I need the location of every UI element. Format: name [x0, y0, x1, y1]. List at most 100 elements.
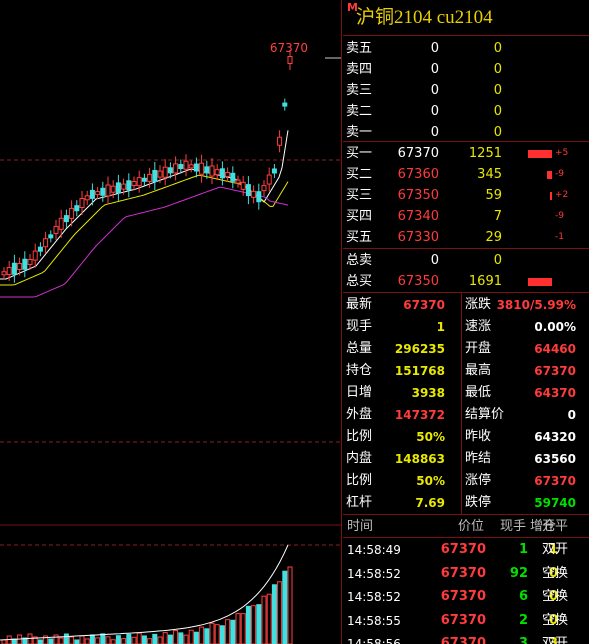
trade-cell: 14:58:49 — [347, 543, 401, 557]
stat-value: 67370 — [534, 474, 576, 488]
stat-value: 64320 — [534, 430, 576, 444]
stat-value: 50% — [416, 474, 445, 488]
volume-bar — [157, 636, 163, 644]
volume-bar — [43, 635, 49, 644]
ask-volume: 0 — [493, 62, 502, 77]
stat-label: 持仓 — [346, 363, 373, 378]
candle-body — [74, 205, 80, 212]
separator — [343, 537, 589, 538]
volume-bar — [167, 634, 173, 644]
bid-change: -9 — [555, 211, 564, 221]
bid-price: 67360 — [397, 167, 439, 182]
bid-label: 买二 — [346, 167, 373, 182]
volume-bar — [219, 625, 225, 644]
volume-bar — [58, 637, 64, 644]
candle-body — [27, 259, 33, 265]
ask-price: 0 — [430, 83, 439, 98]
trade-cell: 67370 — [440, 542, 486, 557]
candle-body — [199, 162, 205, 175]
candle-body — [32, 250, 38, 261]
ma-line — [0, 186, 289, 298]
ask-volume: 0 — [493, 125, 502, 140]
bid-label: 买一 — [346, 146, 373, 161]
candle-body — [58, 217, 64, 230]
volume-bar — [282, 570, 288, 644]
volume-bar — [183, 634, 189, 644]
stat-label: 比例 — [346, 429, 373, 444]
candle-body — [209, 165, 215, 177]
stat-label: 杠杆 — [346, 495, 373, 510]
trade-cell: 14:58:56 — [347, 637, 401, 644]
candle-body — [219, 168, 225, 179]
bid-label: 买五 — [346, 230, 373, 245]
candle-body — [271, 168, 277, 174]
bid-label: 买四 — [346, 209, 373, 224]
high-label: 67370 — [270, 41, 308, 55]
candle-body — [100, 187, 106, 196]
separator — [343, 292, 589, 293]
stat-value: 151768 — [394, 364, 445, 378]
bid-volume: 29 — [485, 230, 502, 245]
bid-price: 67350 — [397, 188, 439, 203]
stat-label: 现手 — [346, 319, 373, 334]
volume-bar — [136, 632, 142, 644]
candle-body — [105, 184, 111, 197]
total-label: 总卖 — [346, 253, 373, 268]
trade-cell: 14:58:55 — [347, 613, 401, 628]
trade-cell: 空换 — [542, 589, 569, 604]
volume-bar — [287, 566, 293, 644]
candle-body — [266, 174, 272, 185]
bid-price: 67370 — [397, 146, 439, 161]
candle-body — [121, 183, 127, 190]
candle-body — [256, 191, 262, 203]
trade-cell: 92 — [509, 565, 528, 581]
volume-bar — [89, 634, 95, 644]
trade-cell: 1 — [518, 542, 528, 557]
trade-cell: 6 — [518, 589, 528, 604]
candle-body — [11, 262, 17, 275]
candle-body — [48, 234, 54, 239]
candle-body — [136, 177, 142, 187]
volume-bar — [63, 633, 69, 644]
stat-label: 涨跌 — [465, 297, 492, 312]
trade-cell: 空换 — [542, 565, 569, 581]
candle-body — [157, 170, 163, 178]
volume-bar — [230, 619, 236, 644]
trade-cell: 0 — [548, 565, 558, 581]
ask-price: 0 — [430, 125, 439, 140]
candle-body — [147, 173, 153, 182]
candle-body — [115, 182, 121, 194]
stat-label: 外盘 — [346, 407, 373, 422]
volume-bar — [266, 593, 272, 644]
candle-body — [261, 185, 267, 192]
separator — [343, 514, 589, 515]
bid-volume: 345 — [477, 167, 502, 182]
candle-body — [173, 163, 179, 174]
volume-bar — [173, 630, 179, 644]
trade-cell: 空换 — [542, 612, 569, 628]
total-volume: 0 — [493, 253, 502, 268]
ask-price: 0 — [430, 41, 439, 56]
trade-cell: 67370 — [440, 636, 486, 644]
trade-cell: 0 — [548, 612, 558, 628]
ask-label: 卖五 — [346, 41, 373, 56]
separator — [343, 248, 589, 249]
divider — [341, 0, 342, 644]
trade-cell: 1 — [548, 542, 558, 557]
volume-bar — [95, 637, 101, 644]
stat-value: 67370 — [534, 364, 576, 378]
stat-value: 63560 — [534, 452, 576, 466]
ask-price: 0 — [430, 104, 439, 119]
separator — [343, 35, 589, 36]
ask-volume: 0 — [493, 41, 502, 56]
stat-value: 64370 — [534, 386, 576, 400]
total-label: 总买 — [346, 274, 373, 289]
volume-bar — [193, 631, 199, 644]
price-chart: 67370 — [0, 41, 341, 644]
volume-curve — [0, 544, 289, 641]
candle-body — [193, 163, 199, 172]
trade-cell: 14:58:52 — [347, 590, 401, 604]
bid-volume: 1251 — [468, 146, 502, 161]
stat-label: 总量 — [346, 341, 373, 356]
volume-bar — [79, 635, 85, 644]
